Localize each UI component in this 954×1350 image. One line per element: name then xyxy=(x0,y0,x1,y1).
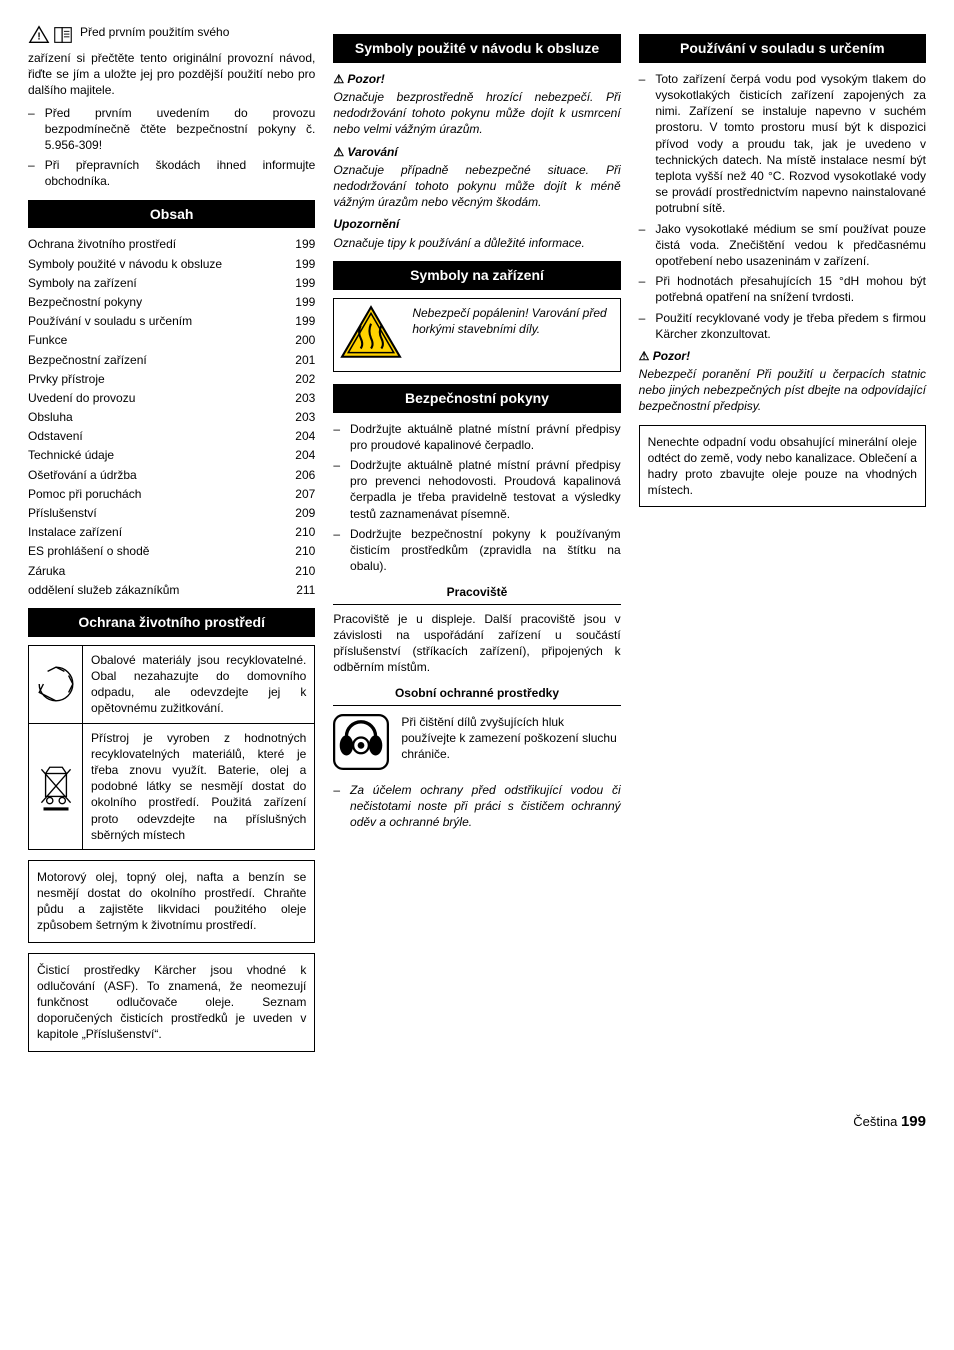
header-safety: Bezpečnostní pokyny xyxy=(333,384,620,413)
toc-row: Symboly použité v návodu k obsluze199 xyxy=(28,256,315,272)
toc-row: Funkce200 xyxy=(28,332,315,348)
header-env: Ochrana životního prostředí xyxy=(28,608,315,637)
toc-row: Používání v souladu s určením199 xyxy=(28,313,315,329)
toc-row: Příslušenství209 xyxy=(28,505,315,521)
toc-row: oddělení služeb zákazníkům211 xyxy=(28,582,315,598)
use-note-box: Nenechte odpadní vodu obsahující minerál… xyxy=(639,425,926,508)
subheader-ppe: Osobní ochranné prostředky xyxy=(333,685,620,705)
toc-row: ES prohlášení o shodě210 xyxy=(28,543,315,559)
safety-bullets: Dodržujte aktuálně platné místní právní … xyxy=(333,421,620,575)
toc-row: Pomoc při poruchách207 xyxy=(28,486,315,502)
env-text-2: Přístroj je vyroben z hodnotných recyklo… xyxy=(83,724,314,849)
text-pozor: Označuje bezprostředně hrozící nebezpečí… xyxy=(333,89,620,138)
symbol-hot-text: Nebezpečí popálenin! Varování před horký… xyxy=(412,305,613,337)
warning-manual-icons: ! xyxy=(28,24,74,46)
header-symbols-device: Symboly na zařízení xyxy=(333,261,620,290)
label-pozor: Pozor! xyxy=(333,71,620,87)
env-note-asf: Čisticí prostředky Kärcher jsou vhodné k… xyxy=(28,953,315,1052)
label-varovani: Varování xyxy=(333,144,620,160)
header-symbols-manual: Symboly použité v návodu k obsluze xyxy=(333,34,620,63)
intro-lead-rest: zařízení si přečtěte tento originální pr… xyxy=(28,50,315,99)
header-obsah: Obsah xyxy=(28,200,315,229)
hot-surface-icon xyxy=(340,305,402,365)
use-pozor-label: Pozor! xyxy=(639,348,926,364)
env-text-1: Obalové materiály jsou recyklovatelné. O… xyxy=(83,646,314,723)
toc-row: Symboly na zařízení199 xyxy=(28,275,315,291)
toc-row: Ochrana životního prostředí199 xyxy=(28,236,315,252)
env-note-oil: Motorový olej, topný olej, nafta a benzí… xyxy=(28,860,315,943)
svg-text:!: ! xyxy=(37,32,40,43)
intro-lead-first: Před prvním použitím svého xyxy=(80,24,229,40)
ear-protection-icon xyxy=(333,714,389,774)
toc-row: Bezpečnostní pokyny199 xyxy=(28,294,315,310)
toc-row: Bezpečnostní zařízení201 xyxy=(28,352,315,368)
intro-bullets: Před prvním uvedením do provozu bezpodmí… xyxy=(28,105,315,190)
toc-row: Uvedení do provozu203 xyxy=(28,390,315,406)
ppe-bullet: Za účelem ochrany před odstřikující vodo… xyxy=(333,782,620,831)
subheader-pracoviste: Pracoviště xyxy=(333,584,620,604)
recycle-icon xyxy=(29,646,83,723)
footer-lang: Čeština xyxy=(853,1114,897,1129)
pracoviste-text: Pracoviště je u displeje. Další pracoviš… xyxy=(333,611,620,676)
text-upozorneni: Označuje tipy k používání a důležité inf… xyxy=(333,235,620,251)
page-footer: Čeština 199 xyxy=(28,1112,926,1132)
header-use: Používání v souladu s určením xyxy=(639,34,926,63)
toc-row: Ošetřování a údržba206 xyxy=(28,467,315,483)
weee-icon xyxy=(29,724,83,849)
footer-page: 199 xyxy=(901,1113,926,1130)
toc-row: Záruka210 xyxy=(28,563,315,579)
symbol-hot-box: Nebezpečí popálenin! Varování před horký… xyxy=(333,298,620,372)
toc-row: Prvky přístroje202 xyxy=(28,371,315,387)
env-table: Obalové materiály jsou recyklovatelné. O… xyxy=(28,645,315,850)
toc-row: Technické údaje204 xyxy=(28,447,315,463)
toc: Ochrana životního prostředí199 Symboly po… xyxy=(28,236,315,598)
use-bullets: Toto zařízení čerpá vodu pod vysokým tla… xyxy=(639,71,926,342)
toc-row: Obsluha203 xyxy=(28,409,315,425)
use-pozor-text: Nebezpečí poranění Při použití u čerpací… xyxy=(639,366,926,415)
text-varovani: Označuje případně nebezpečné situace. Př… xyxy=(333,162,620,211)
label-upozorneni: Upozornění xyxy=(333,216,620,232)
ppe-text: Při čištění dílů zvyšujících hluk použív… xyxy=(401,714,620,763)
toc-row: Instalace zařízení210 xyxy=(28,524,315,540)
toc-row: Odstavení204 xyxy=(28,428,315,444)
